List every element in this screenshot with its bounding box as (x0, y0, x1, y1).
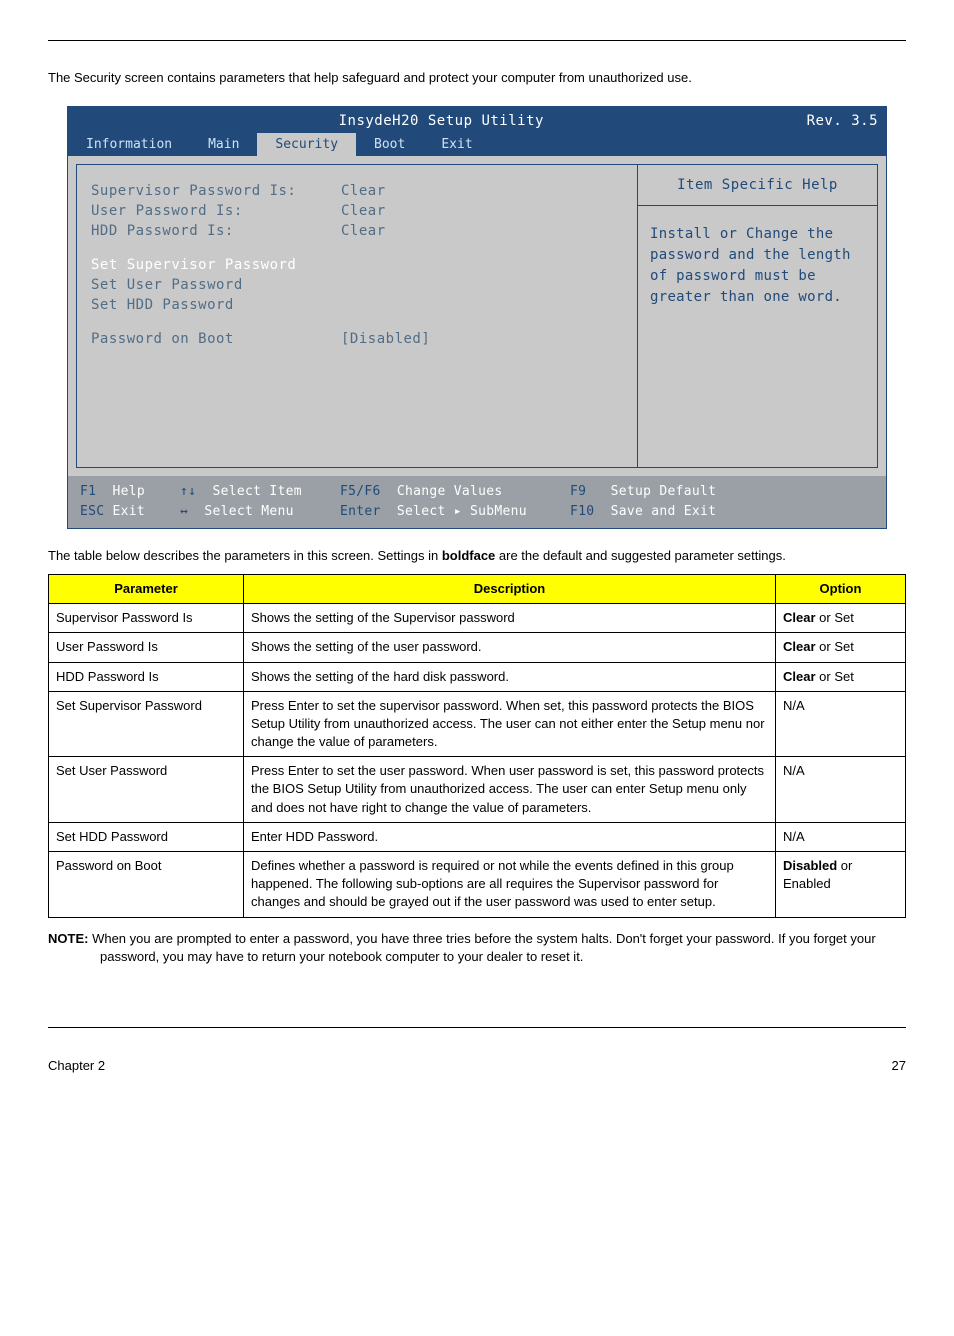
label: Password on Boot (91, 331, 341, 347)
table-row: Set User PasswordPress Enter to set the … (49, 757, 906, 823)
caption-pre: The table below describes the parameters… (48, 548, 442, 563)
bios-left-pane: Supervisor Password Is: Clear User Passw… (76, 164, 638, 468)
txt-save-exit: Save and Exit (611, 504, 717, 519)
bios-footer: F1 Help ↑↓ Select Item F5/F6 Change Valu… (68, 476, 886, 528)
key-f1: F1 (80, 484, 96, 499)
cell-option: N/A (776, 822, 906, 851)
bios-screenshot: InsydeH20 Setup Utility Rev. 3.5 Informa… (67, 106, 887, 529)
cell-option: N/A (776, 691, 906, 757)
cell-description: Shows the setting of the hard disk passw… (244, 662, 776, 691)
table-row: Set HDD PasswordEnter HDD Password.N/A (49, 822, 906, 851)
txt-setup-default: Setup Default (611, 484, 717, 499)
value: Clear (341, 203, 386, 219)
tab-exit: Exit (423, 133, 490, 156)
key-esc: ESC (80, 504, 104, 519)
cell-parameter: Set Supervisor Password (49, 691, 244, 757)
cell-description: Press Enter to set the user password. Wh… (244, 757, 776, 823)
params-table: Parameter Description Option Supervisor … (48, 574, 906, 918)
caption-post: are the default and suggested parameter … (495, 548, 786, 563)
label: Set HDD Password (91, 297, 341, 313)
row-user: User Password Is: Clear (91, 203, 623, 219)
row-pwd-on-boot: Password on Boot [Disabled] (91, 331, 623, 347)
label: Supervisor Password Is: (91, 183, 341, 199)
table-row: Password on BootDefines whether a passwo… (49, 852, 906, 918)
txt-select-menu: Select Menu (204, 504, 293, 519)
cell-description: Enter HDD Password. (244, 822, 776, 851)
help-body: Install or Change the password and the l… (638, 206, 877, 326)
table-row: User Password IsShows the setting of the… (49, 633, 906, 662)
value: Clear (341, 183, 386, 199)
bios-rev: Rev. 3.5 (807, 113, 878, 129)
txt-select-submenu: Select ▸ SubMenu (397, 504, 527, 519)
th-option: Option (776, 574, 906, 603)
row-set-hdd: Set HDD Password (91, 297, 623, 313)
label: Set User Password (91, 277, 341, 293)
label: HDD Password Is: (91, 223, 341, 239)
key-leftright: ↔ (180, 504, 188, 519)
table-row: HDD Password IsShows the setting of the … (49, 662, 906, 691)
bios-tabs: Information Main Security Boot Exit (68, 133, 886, 156)
cell-description: Shows the setting of the Supervisor pass… (244, 604, 776, 633)
cell-option: N/A (776, 757, 906, 823)
cell-option: Disabled or Enabled (776, 852, 906, 918)
bios-body: Supervisor Password Is: Clear User Passw… (68, 156, 886, 476)
intro-text: The Security screen contains parameters … (48, 69, 906, 88)
cell-parameter: Set User Password (49, 757, 244, 823)
txt-help: Help (113, 484, 146, 499)
cell-parameter: Set HDD Password (49, 822, 244, 851)
bios-help-pane: Item Specific Help Install or Change the… (638, 164, 878, 468)
rule-top (48, 40, 906, 41)
cell-description: Shows the setting of the user password. (244, 633, 776, 662)
cell-description: Press Enter to set the supervisor passwo… (244, 691, 776, 757)
key-f10: F10 (570, 504, 594, 519)
footer-right: 27 (892, 1058, 906, 1073)
tab-main: Main (190, 133, 257, 156)
note-body: When you are prompted to enter a passwor… (88, 931, 875, 965)
value: Clear (341, 223, 386, 239)
cell-option: Clear or Set (776, 662, 906, 691)
cell-option: Clear or Set (776, 633, 906, 662)
txt-exit: Exit (113, 504, 146, 519)
cell-parameter: HDD Password Is (49, 662, 244, 691)
tab-information: Information (68, 133, 190, 156)
note-label: NOTE: (48, 931, 88, 946)
txt-change-values: Change Values (397, 484, 503, 499)
key-f5f6: F5/F6 (340, 484, 381, 499)
cell-option: Clear or Set (776, 604, 906, 633)
row-set-supervisor: Set Supervisor Password (91, 257, 623, 273)
table-header-row: Parameter Description Option (49, 574, 906, 603)
key-f9: F9 (570, 484, 586, 499)
cell-parameter: Password on Boot (49, 852, 244, 918)
footer-left: Chapter 2 (48, 1058, 105, 1073)
row-hdd: HDD Password Is: Clear (91, 223, 623, 239)
help-title: Item Specific Help (638, 165, 877, 206)
footer-row-2: ESC Exit ↔ Select Menu Enter Select ▸ Su… (80, 502, 874, 522)
txt-select-item: Select Item (213, 484, 302, 499)
table-caption: The table below describes the parameters… (48, 547, 906, 566)
note: NOTE: When you are prompted to enter a p… (48, 930, 906, 968)
th-parameter: Parameter (49, 574, 244, 603)
row-supervisor: Supervisor Password Is: Clear (91, 183, 623, 199)
cell-parameter: Supervisor Password Is (49, 604, 244, 633)
key-updown: ↑↓ (180, 484, 196, 499)
key-enter: Enter (340, 504, 381, 519)
th-description: Description (244, 574, 776, 603)
label: User Password Is: (91, 203, 341, 219)
table-row: Set Supervisor PasswordPress Enter to se… (49, 691, 906, 757)
rule-bottom (48, 1027, 906, 1028)
bios-titlebar: InsydeH20 Setup Utility Rev. 3.5 (68, 107, 886, 133)
tab-boot: Boot (356, 133, 423, 156)
footer-row-1: F1 Help ↑↓ Select Item F5/F6 Change Valu… (80, 482, 874, 502)
row-set-user: Set User Password (91, 277, 623, 293)
page-footer: Chapter 2 27 (48, 1058, 906, 1073)
label: Set Supervisor Password (91, 257, 341, 273)
table-row: Supervisor Password IsShows the setting … (49, 604, 906, 633)
tab-security: Security (257, 133, 356, 156)
bios-title-text: InsydeH20 Setup Utility (76, 113, 807, 129)
value: [Disabled] (341, 331, 430, 347)
cell-parameter: User Password Is (49, 633, 244, 662)
cell-description: Defines whether a password is required o… (244, 852, 776, 918)
caption-bold: boldface (442, 548, 495, 563)
